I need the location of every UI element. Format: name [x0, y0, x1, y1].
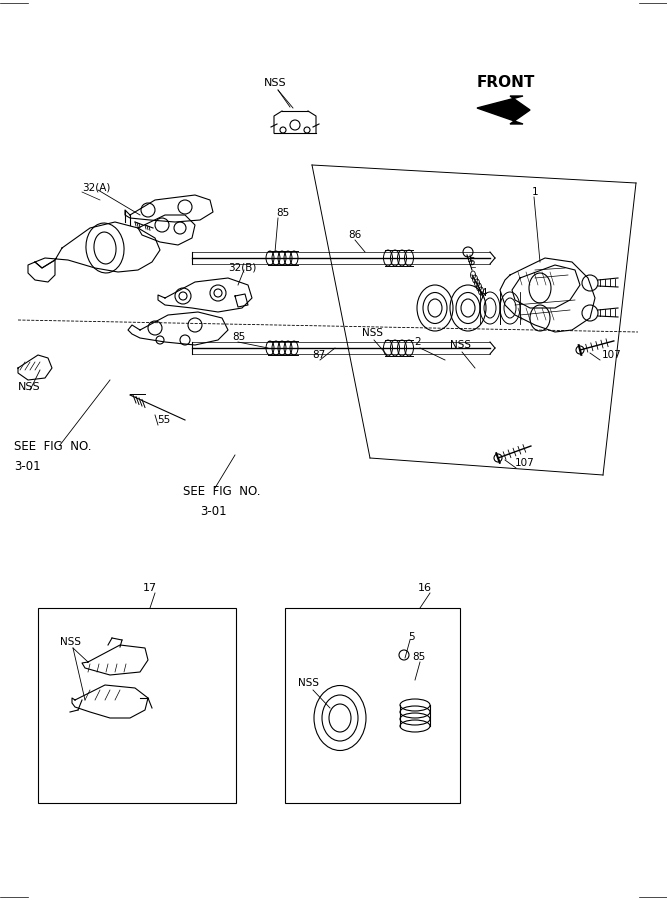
Text: 87: 87: [312, 350, 325, 360]
Text: 3-01: 3-01: [14, 460, 41, 473]
Text: 86: 86: [348, 230, 362, 240]
Polygon shape: [477, 96, 530, 124]
Text: 32(B): 32(B): [228, 262, 256, 272]
Text: NSS: NSS: [18, 382, 41, 392]
Text: 3-01: 3-01: [200, 505, 227, 518]
Text: 107: 107: [515, 458, 535, 468]
Text: 55: 55: [157, 415, 170, 425]
Text: 85: 85: [232, 332, 245, 342]
Bar: [285, 608, 460, 803]
Text: NSS: NSS: [298, 678, 319, 688]
Text: 2: 2: [414, 337, 421, 347]
Text: NSS: NSS: [60, 637, 81, 647]
Text: 5: 5: [408, 632, 415, 642]
Text: NSS: NSS: [362, 328, 383, 338]
Text: NSS: NSS: [264, 78, 287, 88]
Text: 4: 4: [480, 288, 487, 298]
Text: 1: 1: [532, 187, 539, 197]
Text: 85: 85: [412, 652, 426, 662]
Text: SEE  FIG  NO.: SEE FIG NO.: [14, 440, 91, 453]
Text: 107: 107: [602, 350, 622, 360]
Bar: [38, 608, 236, 803]
Text: 17: 17: [143, 583, 157, 593]
Text: 5: 5: [468, 257, 475, 267]
Text: 85: 85: [276, 208, 289, 218]
Text: 32(A): 32(A): [82, 182, 110, 192]
Text: 16: 16: [418, 583, 432, 593]
Text: FRONT: FRONT: [477, 75, 536, 90]
Text: SEE  FIG  NO.: SEE FIG NO.: [183, 485, 261, 498]
Text: NSS: NSS: [450, 340, 471, 350]
